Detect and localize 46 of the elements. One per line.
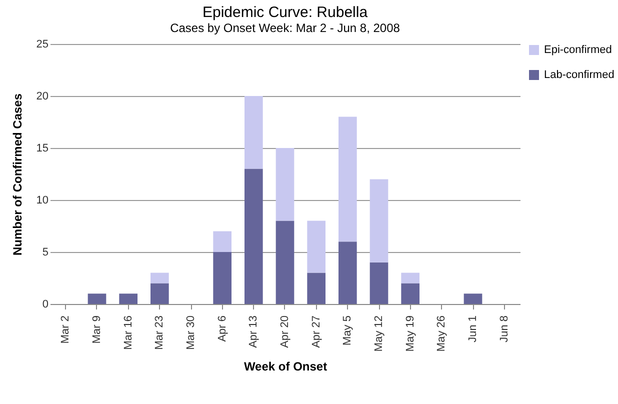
y-tick-label: 0 xyxy=(42,298,48,310)
bar xyxy=(244,168,263,304)
bar xyxy=(401,283,420,304)
bar xyxy=(276,148,294,221)
bar xyxy=(244,96,263,169)
bar xyxy=(370,179,388,262)
chart-title: Epidemic Curve: Rubella xyxy=(202,4,368,21)
y-tick-label: 15 xyxy=(36,142,48,154)
x-tick-label: Apr 27 xyxy=(310,316,322,348)
bar xyxy=(401,272,420,284)
bar xyxy=(307,272,326,304)
x-tick-label: Apr 13 xyxy=(248,316,260,348)
bar xyxy=(213,231,232,252)
x-tick-label: Mar 2 xyxy=(60,316,72,344)
x-tick-label: Jun 8 xyxy=(498,316,510,342)
chart-subtitle: Cases by Onset Week: Mar 2 - Jun 8, 2008 xyxy=(170,21,400,35)
x-tick-label: Mar 9 xyxy=(91,316,103,344)
bar xyxy=(213,252,232,304)
x-tick-label: Jun 1 xyxy=(467,316,479,342)
x-tick-label: Mar 23 xyxy=(154,316,166,350)
bar xyxy=(150,272,169,284)
bar xyxy=(338,242,357,304)
bar xyxy=(338,116,357,242)
legend-label: Epi-confirmed xyxy=(544,44,612,56)
bar xyxy=(370,262,388,304)
y-tick-label: 10 xyxy=(36,194,48,206)
x-tick-label: May 5 xyxy=(342,316,354,346)
x-tick-label: May 19 xyxy=(404,316,416,352)
bar xyxy=(276,220,294,304)
y-tick-label: 5 xyxy=(42,246,48,258)
y-tick-label: 25 xyxy=(36,38,48,50)
legend-label: Lab-confirmed xyxy=(544,69,614,81)
x-tick-label: Mar 16 xyxy=(122,316,134,350)
x-tick-label: May 12 xyxy=(373,316,385,352)
x-axis-title: Week of Onset xyxy=(244,360,328,374)
y-tick-label: 20 xyxy=(36,90,48,102)
bar xyxy=(150,283,169,304)
bar xyxy=(88,294,106,304)
bar xyxy=(307,220,326,273)
x-tick-label: May 26 xyxy=(436,316,448,352)
y-axis-title: Number of Confirmed Cases xyxy=(10,93,24,256)
x-tick-label: Apr 6 xyxy=(216,316,228,342)
bar xyxy=(119,294,138,304)
x-tick-label: Apr 20 xyxy=(279,316,291,348)
bar xyxy=(464,294,482,304)
x-tick-label: Mar 30 xyxy=(185,316,197,350)
